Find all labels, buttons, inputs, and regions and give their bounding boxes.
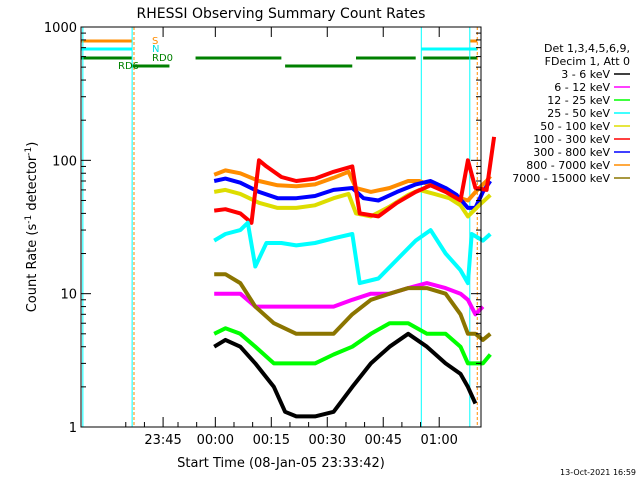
- plot-frame: [80, 26, 482, 428]
- legend-header-1: Det 1,3,4,5,6,9,: [544, 42, 630, 55]
- y-tick-label: 10: [60, 288, 77, 303]
- chart-title: RHESSI Observing Summary Count Rates: [137, 6, 426, 22]
- series-line-4: [213, 220, 492, 286]
- series-line-3: [213, 136, 497, 225]
- x-tick-label: 23:45: [144, 433, 181, 448]
- legend-header-2: FDecim 1, Att 0: [545, 55, 630, 68]
- legend-item-label: 50 - 100 keV: [540, 120, 610, 133]
- footer-date: 13-Oct-2021 16:59: [560, 468, 636, 477]
- series-line-5: [214, 281, 485, 317]
- flag-label-rd6: RD6: [118, 61, 139, 72]
- legend-item-label: 100 - 300 keV: [533, 133, 610, 146]
- x-axis-label: Start Time (08-Jan-05 23:33:42): [177, 456, 385, 471]
- flag-label-rd0: RD0: [152, 53, 173, 64]
- y-tick-label: 100: [52, 154, 77, 169]
- series-line-6: [214, 272, 492, 342]
- axes: 1 10 100 1000 23:45 00:00 00:15 00:30 00:45 01:00: [44, 21, 481, 448]
- y-tick-label: 1: [69, 421, 77, 436]
- series-layer: [213, 136, 497, 419]
- flag-label-s: S: [152, 36, 158, 47]
- legend-item-label: 800 - 7000 keV: [526, 159, 610, 172]
- series-line-7: [213, 321, 492, 366]
- flag-bars: [81, 27, 478, 427]
- legend-item-label: 3 - 6 keV: [561, 68, 610, 81]
- x-tick-label: 01:00: [420, 433, 457, 448]
- x-tick-label: 00:00: [197, 433, 234, 448]
- y-tick-label: 1000: [44, 21, 77, 36]
- legend-item-label: 6 - 12 keV: [554, 81, 610, 94]
- flag-label-n: N: [152, 44, 159, 55]
- x-tick-label: 00:30: [309, 433, 346, 448]
- series-line-0: [213, 168, 492, 203]
- series-line-1: [213, 176, 492, 210]
- legend-item-label: 12 - 25 keV: [547, 94, 610, 107]
- x-tick-label: 00:15: [253, 433, 290, 448]
- legend-item-label: 25 - 50 keV: [547, 107, 610, 120]
- legend-item-label: 300 - 800 keV: [533, 146, 610, 159]
- legend: Det 1,3,4,5,6,9, FDecim 1, Att 0 3 - 6 k…: [512, 42, 630, 185]
- x-tick-label: 00:45: [365, 433, 402, 448]
- series-line-8: [213, 331, 478, 419]
- y-axis-label: Count Rate (s-1 detector-1): [24, 142, 40, 313]
- legend-item-label: 7000 - 15000 keV: [512, 172, 610, 185]
